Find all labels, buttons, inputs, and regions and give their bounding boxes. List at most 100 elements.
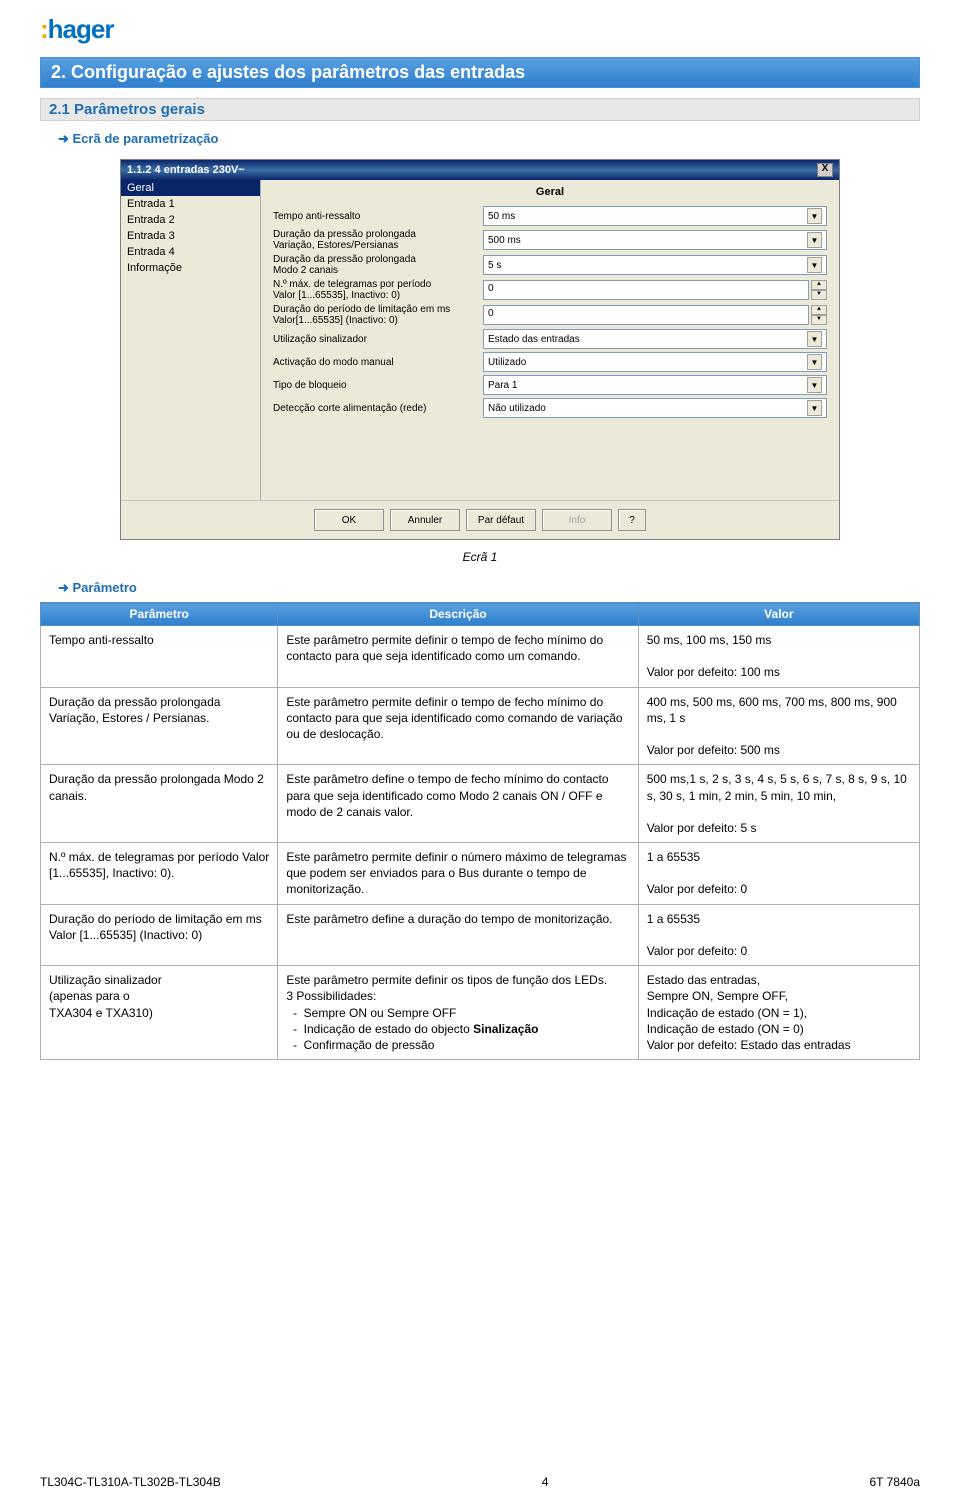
cell-desc: Este parâmetro permite definir o tempo d…	[278, 626, 638, 688]
table-row: Utilização sinalizador(apenas para oTXA3…	[41, 966, 920, 1060]
sidebar-item[interactable]: Entrada 3	[121, 228, 260, 244]
dialog-button[interactable]: OK	[314, 509, 384, 531]
dropdown-value: Não utilizado	[488, 403, 546, 414]
cell-param: N.º máx. de telegramas por período Valor…	[41, 843, 278, 905]
cell-val: 50 ms, 100 ms, 150 msValor por defeito: …	[638, 626, 919, 688]
spinner-value[interactable]: 0	[483, 305, 809, 325]
table-row: Tempo anti-ressaltoEste parâmetro permit…	[41, 626, 920, 688]
dialog-button[interactable]: Annuler	[390, 509, 460, 531]
dialog-row-label: N.º máx. de telegramas por períodoValor …	[273, 279, 483, 301]
arrow-label-param: Parâmetro	[40, 578, 920, 602]
table-row: Duração da pressão prolongada Modo 2 can…	[41, 765, 920, 843]
sidebar-item[interactable]: Informaçõe	[121, 260, 260, 276]
dropdown[interactable]: 5 s ▼	[483, 255, 827, 275]
chevron-down-icon[interactable]: ▼	[807, 400, 822, 416]
cell-desc: Este parâmetro define a duração do tempo…	[278, 904, 638, 966]
table-row: Duração do período de limitação em ms Va…	[41, 904, 920, 966]
parameter-table: Parâmetro Descrição Valor Tempo anti-res…	[40, 602, 920, 1060]
dropdown[interactable]: 500 ms ▼	[483, 230, 827, 250]
cell-val: 500 ms,1 s, 2 s, 3 s, 4 s, 5 s, 6 s, 7 s…	[638, 765, 919, 843]
sidebar-item[interactable]: Entrada 4	[121, 244, 260, 260]
dialog-row-label: Detecção corte alimentação (rede)	[273, 403, 483, 414]
dialog-row: Tempo anti-ressalto 50 ms ▼	[273, 206, 827, 226]
dialog-row: Duração do período de limitação em msVal…	[273, 304, 827, 326]
dialog-panel-title: Geral	[273, 184, 827, 206]
dropdown[interactable]: Estado das entradas ▼	[483, 329, 827, 349]
dropdown-value: Utilizado	[488, 357, 526, 368]
arrow-label-screen: Ecrã de parametrização	[40, 129, 920, 153]
cell-desc: Este parâmetro permite definir o número …	[278, 843, 638, 905]
chevron-down-icon[interactable]: ▼	[807, 232, 822, 248]
cell-desc: Este parâmetro permite definir o tempo d…	[278, 687, 638, 765]
dropdown-value: Para 1	[488, 380, 517, 391]
dialog-button[interactable]: Par défaut	[466, 509, 536, 531]
dialog-row: Duração da pressão prolongadaVariação, E…	[273, 229, 827, 251]
cell-param: Utilização sinalizador(apenas para oTXA3…	[41, 966, 278, 1060]
dialog-row-label: Activação do modo manual	[273, 357, 483, 368]
spinner-value[interactable]: 0	[483, 280, 809, 300]
dialog-title: 1.1.2 4 entradas 230V~	[127, 164, 245, 176]
dialog-row: Detecção corte alimentação (rede)Não uti…	[273, 398, 827, 418]
page-footer: TL304C-TL310A-TL302B-TL304B 4 6T 7840a	[40, 1475, 920, 1489]
dropdown[interactable]: Utilizado ▼	[483, 352, 827, 372]
dialog-row-label: Duração do período de limitação em msVal…	[273, 304, 483, 326]
dropdown-value: 5 s	[488, 260, 501, 271]
dialog-button: Info	[542, 509, 612, 531]
dropdown-value: Estado das entradas	[488, 334, 580, 345]
dialog-sidebar: GeralEntrada 1Entrada 2Entrada 3Entrada …	[121, 180, 261, 500]
dropdown-value: 50 ms	[488, 211, 515, 222]
table-row: N.º máx. de telegramas por período Valor…	[41, 843, 920, 905]
dialog-button-bar: OK Annuler Par défaut Info?	[121, 500, 839, 539]
dialog-row-label: Tempo anti-ressalto	[273, 211, 483, 222]
dropdown[interactable]: 50 ms ▼	[483, 206, 827, 226]
subsection-title: 2.1 Parâmetros gerais	[40, 98, 920, 121]
section-title: 2. Configuração e ajustes dos parâmetros…	[40, 57, 920, 88]
spinner-down-icon[interactable]: ▼	[811, 315, 827, 325]
figure-caption: Ecrã 1	[40, 550, 920, 564]
close-icon[interactable]: X	[817, 163, 833, 177]
logo-text: hager	[48, 14, 114, 44]
dialog-button[interactable]: ?	[618, 509, 646, 531]
spinner[interactable]: 0▲▼	[483, 280, 827, 300]
dialog-row-label: Duração da pressão prolongadaVariação, E…	[273, 229, 483, 251]
chevron-down-icon[interactable]: ▼	[807, 377, 822, 393]
cell-param: Duração da pressão prolongada Modo 2 can…	[41, 765, 278, 843]
chevron-down-icon[interactable]: ▼	[807, 208, 822, 224]
chevron-down-icon[interactable]: ▼	[807, 354, 822, 370]
sidebar-item[interactable]: Geral	[121, 180, 260, 196]
dropdown-value: 500 ms	[488, 235, 521, 246]
table-row: Duração da pressão prolongada Variação, …	[41, 687, 920, 765]
chevron-down-icon[interactable]: ▼	[807, 331, 822, 347]
dropdown[interactable]: Não utilizado ▼	[483, 398, 827, 418]
logo-colon: :	[40, 14, 48, 44]
cell-val: 1 a 65535Valor por defeito: 0	[638, 843, 919, 905]
brand-logo: :hager	[40, 10, 920, 57]
dialog-row-label: Utilização sinalizador	[273, 334, 483, 345]
table-header-val: Valor	[638, 603, 919, 626]
dialog-row: Utilização sinalizadorEstado das entrada…	[273, 329, 827, 349]
sidebar-item[interactable]: Entrada 1	[121, 196, 260, 212]
dialog-row: Activação do modo manual Utilizado ▼	[273, 352, 827, 372]
spinner-up-icon[interactable]: ▲	[811, 280, 827, 290]
table-header-param: Parâmetro	[41, 603, 278, 626]
dialog-row: N.º máx. de telegramas por períodoValor …	[273, 279, 827, 301]
parameter-dialog: 1.1.2 4 entradas 230V~ X GeralEntrada 1E…	[120, 159, 840, 540]
dialog-row-label: Duração da pressão prolongadaModo 2 cana…	[273, 254, 483, 276]
cell-desc: Este parâmetro define o tempo de fecho m…	[278, 765, 638, 843]
dropdown[interactable]: Para 1 ▼	[483, 375, 827, 395]
dialog-row: Duração da pressão prolongadaModo 2 cana…	[273, 254, 827, 276]
spinner-down-icon[interactable]: ▼	[811, 290, 827, 300]
cell-val: Estado das entradas,Sempre ON, Sempre OF…	[638, 966, 919, 1060]
dialog-titlebar: 1.1.2 4 entradas 230V~ X	[121, 160, 839, 180]
cell-param: Duração do período de limitação em ms Va…	[41, 904, 278, 966]
dialog-row: Tipo de bloqueioPara 1▼	[273, 375, 827, 395]
cell-desc: Este parâmetro permite definir os tipos …	[278, 966, 638, 1060]
spinner-up-icon[interactable]: ▲	[811, 305, 827, 315]
cell-param: Duração da pressão prolongada Variação, …	[41, 687, 278, 765]
chevron-down-icon[interactable]: ▼	[807, 257, 822, 273]
cell-val: 1 a 65535Valor por defeito: 0	[638, 904, 919, 966]
table-header-desc: Descrição	[278, 603, 638, 626]
footer-center: 4	[542, 1475, 549, 1489]
spinner[interactable]: 0▲▼	[483, 305, 827, 325]
sidebar-item[interactable]: Entrada 2	[121, 212, 260, 228]
